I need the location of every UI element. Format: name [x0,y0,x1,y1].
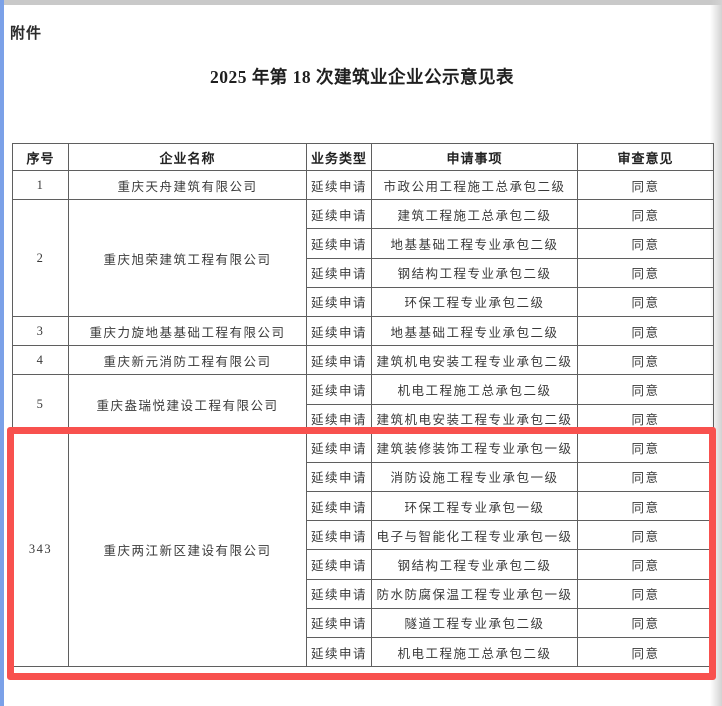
table-header: 序号 企业名称 业务类型 申请事项 审查意见 [12,143,714,171]
application-matter-cell: 环保工程专业承包二级 [371,286,578,317]
business-type-cell: 延续申请 [306,636,372,668]
review-opinion-cell: 同意 [577,461,714,493]
business-type-cell: 延续申请 [306,374,372,405]
review-opinion-cell: 同意 [577,607,714,639]
seq-cell: 1 [12,169,69,201]
review-opinion-cell: 同意 [577,636,714,668]
table-row: 2 重庆旭荣建筑工程有限公司 延续申请 建筑工程施工总承包二级 同意 [12,199,714,317]
table-row: 1 重庆天舟建筑有限公司 延续申请 市政公用工程施工总承包二级 同意 [12,169,714,201]
business-type-cell: 延续申请 [306,169,372,201]
application-matter-cell: 地基基础工程专业承包二级 [371,315,578,347]
application-matter-cell: 隧道工程专业承包二级 [371,607,578,639]
business-type-cell: 延续申请 [306,549,372,580]
seq-cell: 5 [12,374,69,434]
application-matter-cell: 防水防腐保温工程专业承包一级 [371,578,578,609]
column-header: 业务类型 [306,143,372,171]
review-opinion-cell: 同意 [577,199,714,230]
business-type-cell: 延续申请 [306,607,372,639]
table-row-highlighted: 延续申请 环保工程专业承包一级 同意 [13,491,714,522]
application-matter-cell: 钢结构工程专业承包二级 [371,257,578,288]
business-type-cell: 延续申请 [306,520,372,551]
page-left-edge [0,0,4,706]
table-row: 3 重庆力旋地基基础工程有限公司 延续申请 地基基础工程专业承包二级 同意 [12,315,714,347]
company-cell: 重庆力旋地基基础工程有限公司 [68,315,307,347]
company-cell: 重庆盎瑞悦建设工程有限公司 [68,374,307,434]
table-row: 延续申请 地基基础工程专业承包二级 同意 [13,228,714,259]
application-matter-cell: 机电工程施工总承包二级 [371,374,578,405]
application-matter-cell: 机电工程施工总承包二级 [371,636,578,668]
business-type-cell: 延续申请 [306,345,372,376]
application-matter-cell: 建筑装修装饰工程专业承包一级 [371,432,578,463]
business-type-cell: 延续申请 [306,461,372,493]
review-opinion-cell: 同意 [577,520,714,551]
application-matter-cell: 建筑机电安装工程专业承包二级 [371,403,578,434]
application-matter-cell: 消防设施工程专业承包一级 [371,461,578,493]
review-opinion-cell: 同意 [577,228,714,259]
table-row: 延续申请 钢结构工程专业承包二级 同意 [13,257,714,288]
table-row-highlighted: 延续申请 机电工程施工总承包二级 同意 [13,636,714,668]
application-matter-cell: 钢结构工程专业承包二级 [371,549,578,580]
attachment-label: 附件 [10,25,43,42]
application-matter-cell: 电子与智能化工程专业承包一级 [371,520,578,551]
table-row-highlighted: 343 重庆两江新区建设有限公司 延续申请 建筑装修装饰工程专业承包一级 同意 [12,432,714,668]
review-opinion-cell: 同意 [577,345,714,376]
review-opinion-cell: 同意 [577,315,714,347]
seq-cell: 3 [12,315,69,347]
header-row: 序号 企业名称 业务类型 申请事项 审查意见 [12,143,714,171]
business-type-cell: 延续申请 [306,491,372,522]
seq-cell: 2 [12,199,69,317]
business-type-cell: 延续申请 [306,403,372,434]
review-opinion-cell: 同意 [577,549,714,580]
review-opinion-cell: 同意 [577,286,714,317]
column-header: 审查意见 [577,143,714,171]
review-opinion-cell: 同意 [577,374,714,405]
company-cell: 重庆两江新区建设有限公司 [68,432,307,668]
table-row: 4 重庆新元消防工程有限公司 延续申请 建筑机电安装工程专业承包二级 同意 [12,345,714,376]
table-row-highlighted: 延续申请 钢结构工程专业承包二级 同意 [13,549,714,580]
table-row-highlighted: 延续申请 隧道工程专业承包二级 同意 [13,607,714,639]
business-type-cell: 延续申请 [306,228,372,259]
application-matter-cell: 建筑工程施工总承包二级 [371,199,578,230]
review-table: 序号 企业名称 业务类型 申请事项 审查意见 1 重庆天舟建筑有限公司 延续申请 市政公用工程… [12,143,714,668]
business-type-cell: 延续申请 [306,199,372,230]
column-header: 序号 [12,143,69,171]
review-opinion-cell: 同意 [577,578,714,609]
application-matter-cell: 地基基础工程专业承包二级 [371,228,578,259]
seq-cell: 343 [12,432,69,668]
column-header: 企业名称 [68,143,307,171]
document-title: 2025 年第 18 次建筑业企业公示意见表 [209,67,515,87]
business-type-cell: 延续申请 [306,257,372,288]
business-type-cell: 延续申请 [306,432,372,463]
business-type-cell: 延续申请 [306,578,372,609]
review-opinion-cell: 同意 [577,403,714,434]
review-opinion-cell: 同意 [577,257,714,288]
application-matter-cell: 环保工程专业承包一级 [371,491,578,522]
application-matter-cell: 市政公用工程施工总承包二级 [371,169,578,201]
seq-cell: 4 [12,345,69,376]
business-type-cell: 延续申请 [306,315,372,347]
review-opinion-cell: 同意 [577,432,714,463]
business-type-cell: 延续申请 [306,286,372,317]
review-opinion-cell: 同意 [577,491,714,522]
company-cell: 重庆旭荣建筑工程有限公司 [68,199,307,317]
company-cell: 重庆天舟建筑有限公司 [68,169,307,201]
column-header: 申请事项 [371,143,578,171]
review-opinion-cell: 同意 [577,169,714,201]
page-top-edge [0,0,722,5]
table-row: 5 重庆盎瑞悦建设工程有限公司 延续申请 机电工程施工总承包二级 同意 [12,374,714,434]
application-matter-cell: 建筑机电安装工程专业承包二级 [371,345,578,376]
table-body: 1 重庆天舟建筑有限公司 延续申请 市政公用工程施工总承包二级 同意 2 重庆旭荣建筑工程有… [12,169,714,668]
company-cell: 重庆新元消防工程有限公司 [68,345,307,376]
